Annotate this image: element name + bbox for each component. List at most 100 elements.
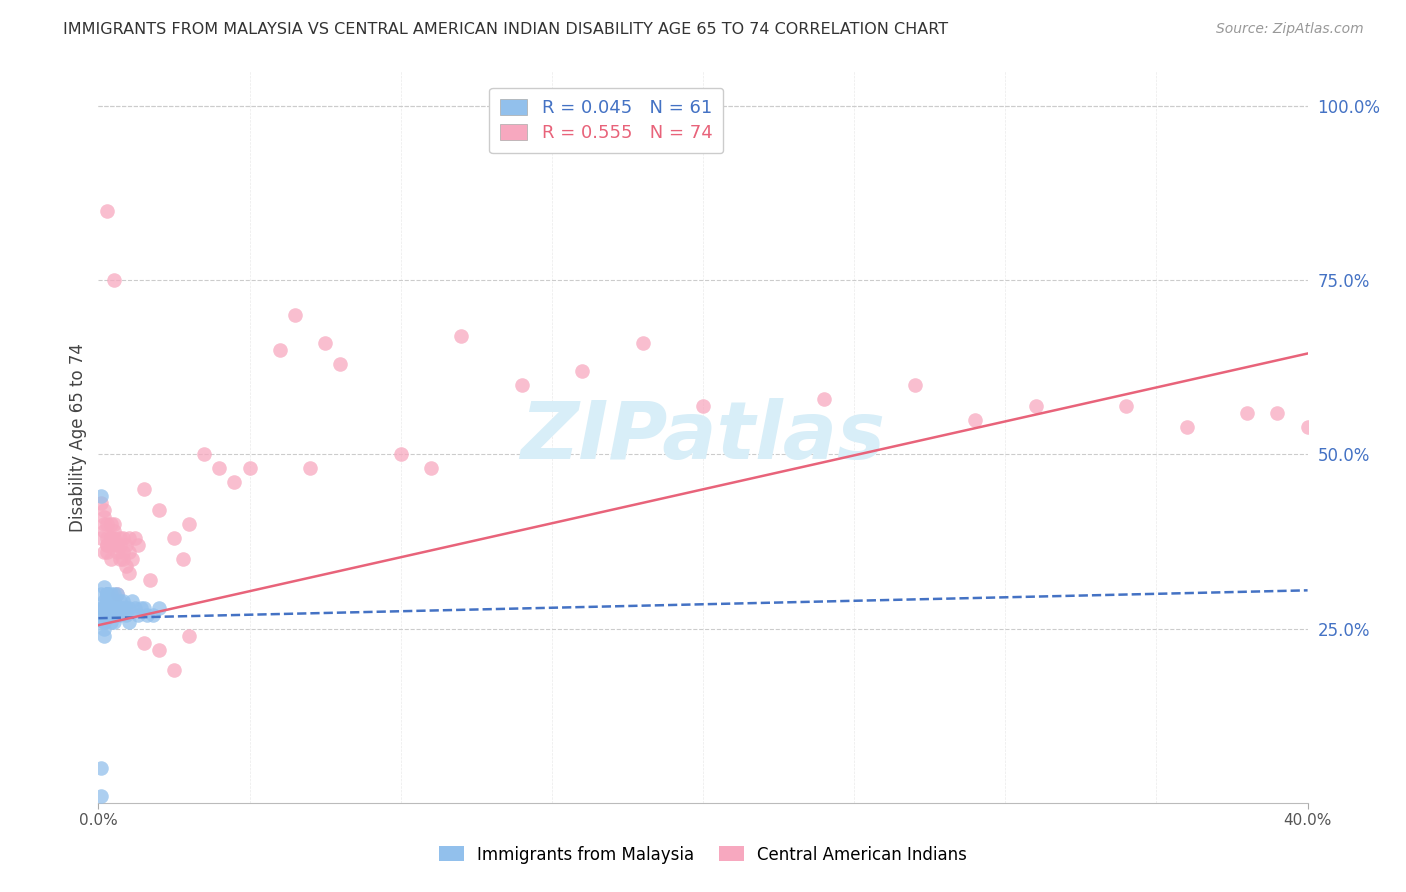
Point (103, 587, 125, 601)
Point (96, 594, 118, 608)
Point (1115, 399, 1137, 413)
Point (93, 615, 115, 629)
Point (93, 580, 115, 594)
Point (108, 531, 131, 545)
Point (299, 461, 322, 475)
Point (108, 607, 131, 622)
Legend: R = 0.045   N = 61, R = 0.555   N = 74: R = 0.045 N = 61, R = 0.555 N = 74 (489, 87, 723, 153)
Point (124, 600, 146, 615)
Point (100, 594, 122, 608)
Point (114, 607, 136, 622)
Point (103, 531, 125, 545)
Point (105, 545, 128, 559)
Point (105, 600, 128, 615)
Text: IMMIGRANTS FROM MALAYSIA VS CENTRAL AMERICAN INDIAN DISABILITY AGE 65 TO 74 CORR: IMMIGRANTS FROM MALAYSIA VS CENTRAL AMER… (63, 22, 949, 37)
Point (100, 517, 122, 532)
Point (93, 517, 115, 532)
Point (163, 664, 186, 678)
Point (105, 538, 128, 552)
Point (148, 503, 170, 517)
Point (389, 448, 412, 462)
Point (96, 531, 118, 545)
Point (114, 558, 136, 573)
Point (105, 587, 128, 601)
Point (90, 489, 112, 503)
Point (118, 600, 141, 615)
Point (96, 607, 118, 622)
Point (103, 517, 125, 532)
Point (148, 642, 170, 657)
Point (100, 531, 122, 545)
Point (100, 600, 122, 615)
Point (90, 496, 112, 510)
Point (148, 600, 170, 615)
Point (692, 399, 714, 413)
Point (142, 607, 165, 622)
Point (121, 594, 143, 608)
Point (111, 545, 134, 559)
Point (103, 600, 125, 615)
Point (103, 273, 125, 287)
Point (329, 357, 352, 371)
Point (90, 789, 112, 803)
Point (118, 615, 141, 629)
Point (90, 587, 112, 601)
Point (103, 594, 125, 608)
Point (163, 531, 186, 545)
Point (193, 448, 215, 462)
Point (111, 600, 134, 615)
Point (208, 461, 231, 475)
Point (132, 483, 155, 497)
Point (96, 594, 118, 608)
Point (450, 329, 472, 343)
Text: ZIPatlas: ZIPatlas (520, 398, 886, 476)
Point (121, 552, 143, 566)
Point (93, 503, 115, 517)
Point (93, 607, 115, 622)
Point (139, 573, 162, 587)
Point (103, 524, 125, 538)
Point (108, 594, 131, 608)
Point (100, 607, 122, 622)
Point (1236, 406, 1258, 420)
Point (108, 538, 131, 552)
Point (93, 615, 115, 629)
Point (100, 600, 122, 615)
Point (103, 615, 125, 629)
Point (96, 594, 118, 608)
Point (96, 600, 118, 615)
Point (96, 587, 118, 601)
Point (100, 587, 122, 601)
Point (269, 343, 291, 357)
Point (100, 552, 122, 566)
Point (114, 600, 136, 615)
Point (93, 510, 115, 524)
Point (179, 629, 201, 643)
Point (96, 587, 118, 601)
Point (105, 600, 128, 615)
Point (108, 600, 131, 615)
Point (284, 308, 307, 322)
Point (1296, 419, 1319, 434)
Point (103, 607, 125, 622)
Point (103, 538, 125, 552)
Point (813, 392, 835, 406)
Point (93, 524, 115, 538)
Text: Source: ZipAtlas.com: Source: ZipAtlas.com (1216, 22, 1364, 37)
Point (127, 607, 149, 622)
Point (314, 336, 336, 351)
Point (904, 377, 927, 392)
Point (631, 336, 654, 351)
Point (571, 364, 593, 378)
Point (96, 587, 118, 601)
Point (1175, 419, 1198, 434)
Point (114, 538, 136, 552)
Point (90, 600, 112, 615)
Point (118, 566, 141, 580)
Point (96, 600, 118, 615)
Point (132, 600, 155, 615)
Point (510, 377, 533, 392)
Point (111, 594, 134, 608)
Point (172, 552, 194, 566)
Point (96, 538, 118, 552)
